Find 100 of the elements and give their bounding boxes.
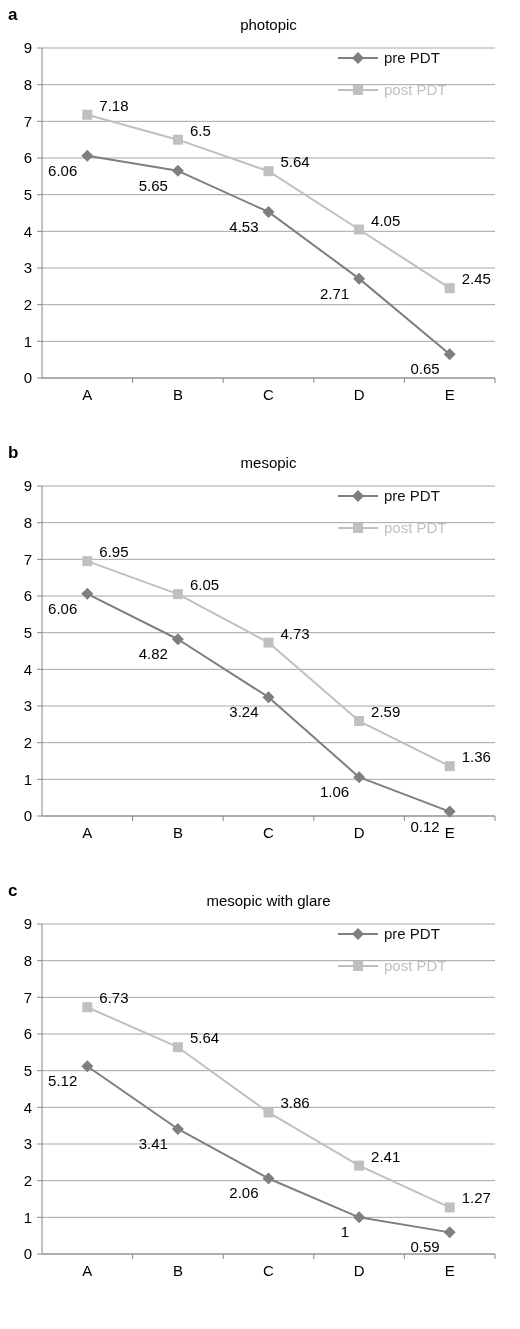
data-label: 5.12 — [48, 1072, 78, 1090]
y-tick-label: 2 — [23, 295, 32, 313]
point — [443, 348, 456, 361]
x-tick-label: D — [353, 1262, 365, 1279]
point — [171, 164, 184, 177]
y-tick-label: 8 — [23, 951, 32, 969]
y-tick-label: 0 — [23, 369, 32, 387]
y-tick-label: 8 — [23, 513, 32, 531]
point — [172, 134, 183, 145]
point — [353, 1211, 366, 1224]
x-tick-label: B — [172, 1262, 183, 1279]
x-tick-label: C — [263, 824, 275, 841]
y-tick-label: 1 — [23, 770, 32, 788]
data-label: 5.64 — [280, 153, 310, 171]
data-label: 3.86 — [280, 1094, 310, 1112]
x-tick-label: E — [444, 1262, 455, 1279]
y-tick-label: 1 — [23, 1208, 32, 1226]
x-tick-label: C — [263, 386, 275, 403]
chart-title: mesopic with glare — [206, 892, 331, 909]
data-label: 3.24 — [229, 703, 259, 721]
point — [172, 589, 183, 600]
data-label: 0.65 — [410, 360, 440, 378]
point — [171, 633, 184, 646]
point — [263, 166, 274, 177]
y-tick-label: 8 — [23, 75, 32, 93]
y-tick-label: 5 — [23, 1061, 32, 1079]
y-tick-label: 2 — [23, 1171, 32, 1189]
data-label: 2.59 — [371, 703, 401, 721]
x-tick-label: C — [263, 1262, 275, 1279]
x-tick-label: D — [353, 824, 365, 841]
point — [263, 637, 274, 648]
y-tick-label: 5 — [23, 185, 32, 203]
point — [354, 224, 365, 235]
data-label: 4.53 — [229, 217, 259, 235]
point — [262, 1172, 275, 1185]
x-tick-label: E — [444, 824, 455, 841]
data-label: 3.41 — [138, 1134, 168, 1152]
point — [172, 1042, 183, 1053]
data-label: 2.45 — [461, 270, 491, 288]
point — [82, 1002, 93, 1013]
data-label: 2.41 — [371, 1147, 401, 1165]
point — [354, 1160, 365, 1171]
data-label: 6.05 — [189, 576, 220, 594]
y-tick-label: 7 — [23, 112, 32, 130]
x-tick-label: D — [353, 386, 365, 403]
point — [81, 1060, 94, 1073]
text: c — [8, 881, 18, 900]
data-label: 4.05 — [371, 211, 401, 229]
data-label: 4.73 — [280, 624, 310, 642]
y-tick-label: 4 — [23, 1098, 32, 1116]
legend-label: post PDT — [384, 519, 447, 537]
y-tick-label: 1 — [23, 332, 32, 350]
point — [171, 1122, 184, 1135]
y-tick-label: 4 — [23, 222, 32, 240]
x-tick-label: B — [172, 386, 183, 403]
y-tick-label: 6 — [23, 149, 32, 167]
data-label: 2.06 — [229, 1184, 259, 1202]
point — [443, 805, 456, 818]
text: a — [8, 5, 18, 24]
point — [444, 1202, 455, 1213]
y-tick-label: 9 — [23, 39, 32, 57]
y-tick-label: 6 — [23, 587, 32, 605]
y-tick-label: 4 — [23, 660, 32, 678]
point — [444, 283, 455, 294]
data-label: 1.27 — [461, 1189, 491, 1207]
point — [262, 205, 275, 218]
legend-label: pre PDT — [384, 487, 440, 505]
data-label: 6.06 — [48, 161, 78, 179]
y-tick-label: 6 — [23, 1025, 32, 1043]
x-tick-label: A — [82, 386, 93, 403]
y-tick-label: 3 — [23, 259, 32, 277]
y-tick-label: 2 — [23, 733, 32, 751]
chart-title: photopic — [240, 16, 298, 33]
y-tick-label: 7 — [23, 550, 32, 568]
point — [443, 1226, 456, 1239]
data-label: 6.5 — [189, 121, 211, 139]
y-tick-label: 3 — [23, 697, 32, 715]
x-tick-label: A — [82, 1262, 93, 1279]
y-tick-label: 3 — [23, 1135, 32, 1153]
data-label: 1.06 — [319, 783, 350, 801]
point — [444, 761, 455, 772]
x-tick-label: E — [444, 386, 455, 403]
data-label: 6.06 — [48, 599, 78, 617]
legend-label: post PDT — [384, 957, 447, 975]
data-label: 6.73 — [99, 989, 129, 1007]
x-tick-label: B — [172, 824, 183, 841]
data-label: 1 — [340, 1223, 350, 1241]
point — [82, 556, 93, 567]
data-label: 2.71 — [319, 284, 350, 302]
chart-title: mesopic — [240, 454, 297, 471]
y-tick-label: 7 — [23, 988, 32, 1006]
point — [354, 716, 365, 727]
text: b — [8, 443, 19, 462]
data-label: 0.59 — [410, 1238, 440, 1256]
y-tick-label: 5 — [23, 623, 32, 641]
legend-label: pre PDT — [384, 925, 440, 943]
data-label: 1.36 — [461, 748, 491, 766]
point — [262, 691, 275, 704]
legend-label: pre PDT — [384, 49, 440, 67]
y-tick-label: 0 — [23, 1245, 32, 1263]
